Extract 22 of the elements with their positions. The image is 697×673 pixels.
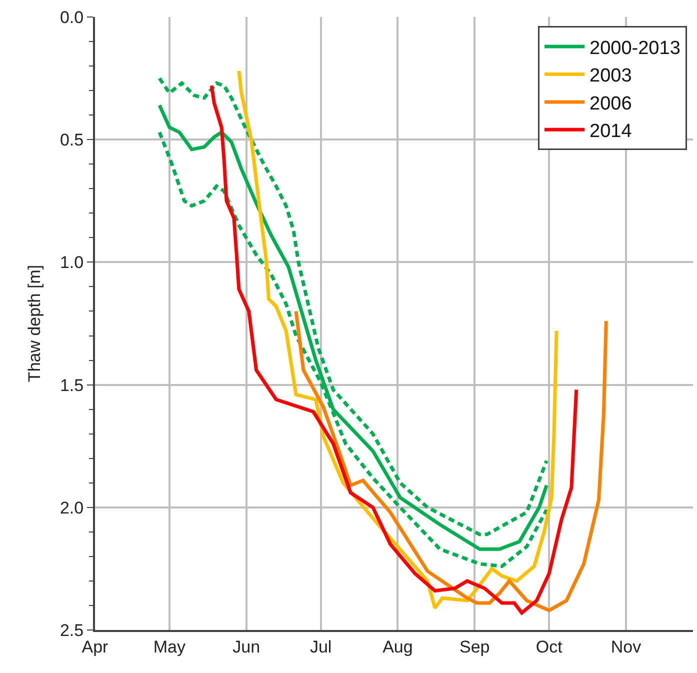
line-series (210, 84, 578, 615)
x-tick-label: May (153, 637, 186, 656)
y-tick-label: 0.0 (60, 8, 84, 27)
x-tick-label: Jun (232, 637, 260, 656)
x-tick-label: Aug (382, 637, 413, 656)
legend-label: 2006 (590, 93, 632, 114)
x-tick-label: Apr (82, 637, 109, 656)
y-tick-label: 2.0 (60, 498, 84, 518)
x-tick-label: Jul (310, 637, 332, 656)
y-tick-label: 0.5 (60, 130, 84, 150)
y-tick-label: 2.5 (60, 620, 84, 640)
x-tick-label: Sep (460, 637, 490, 656)
legend-label: 2014 (590, 121, 632, 142)
legend-label: 2000-2013 (590, 38, 680, 59)
y-tick-label: 1.0 (60, 253, 84, 272)
x-tick-label: Nov (610, 637, 642, 656)
y-axis-title: Thaw depth [m] (25, 264, 44, 382)
line-series (237, 69, 558, 610)
line-series (294, 309, 608, 612)
x-tick-label: Oct (536, 637, 563, 656)
legend-label: 2003 (590, 66, 632, 87)
y-tick-label: 1.5 (60, 376, 84, 395)
